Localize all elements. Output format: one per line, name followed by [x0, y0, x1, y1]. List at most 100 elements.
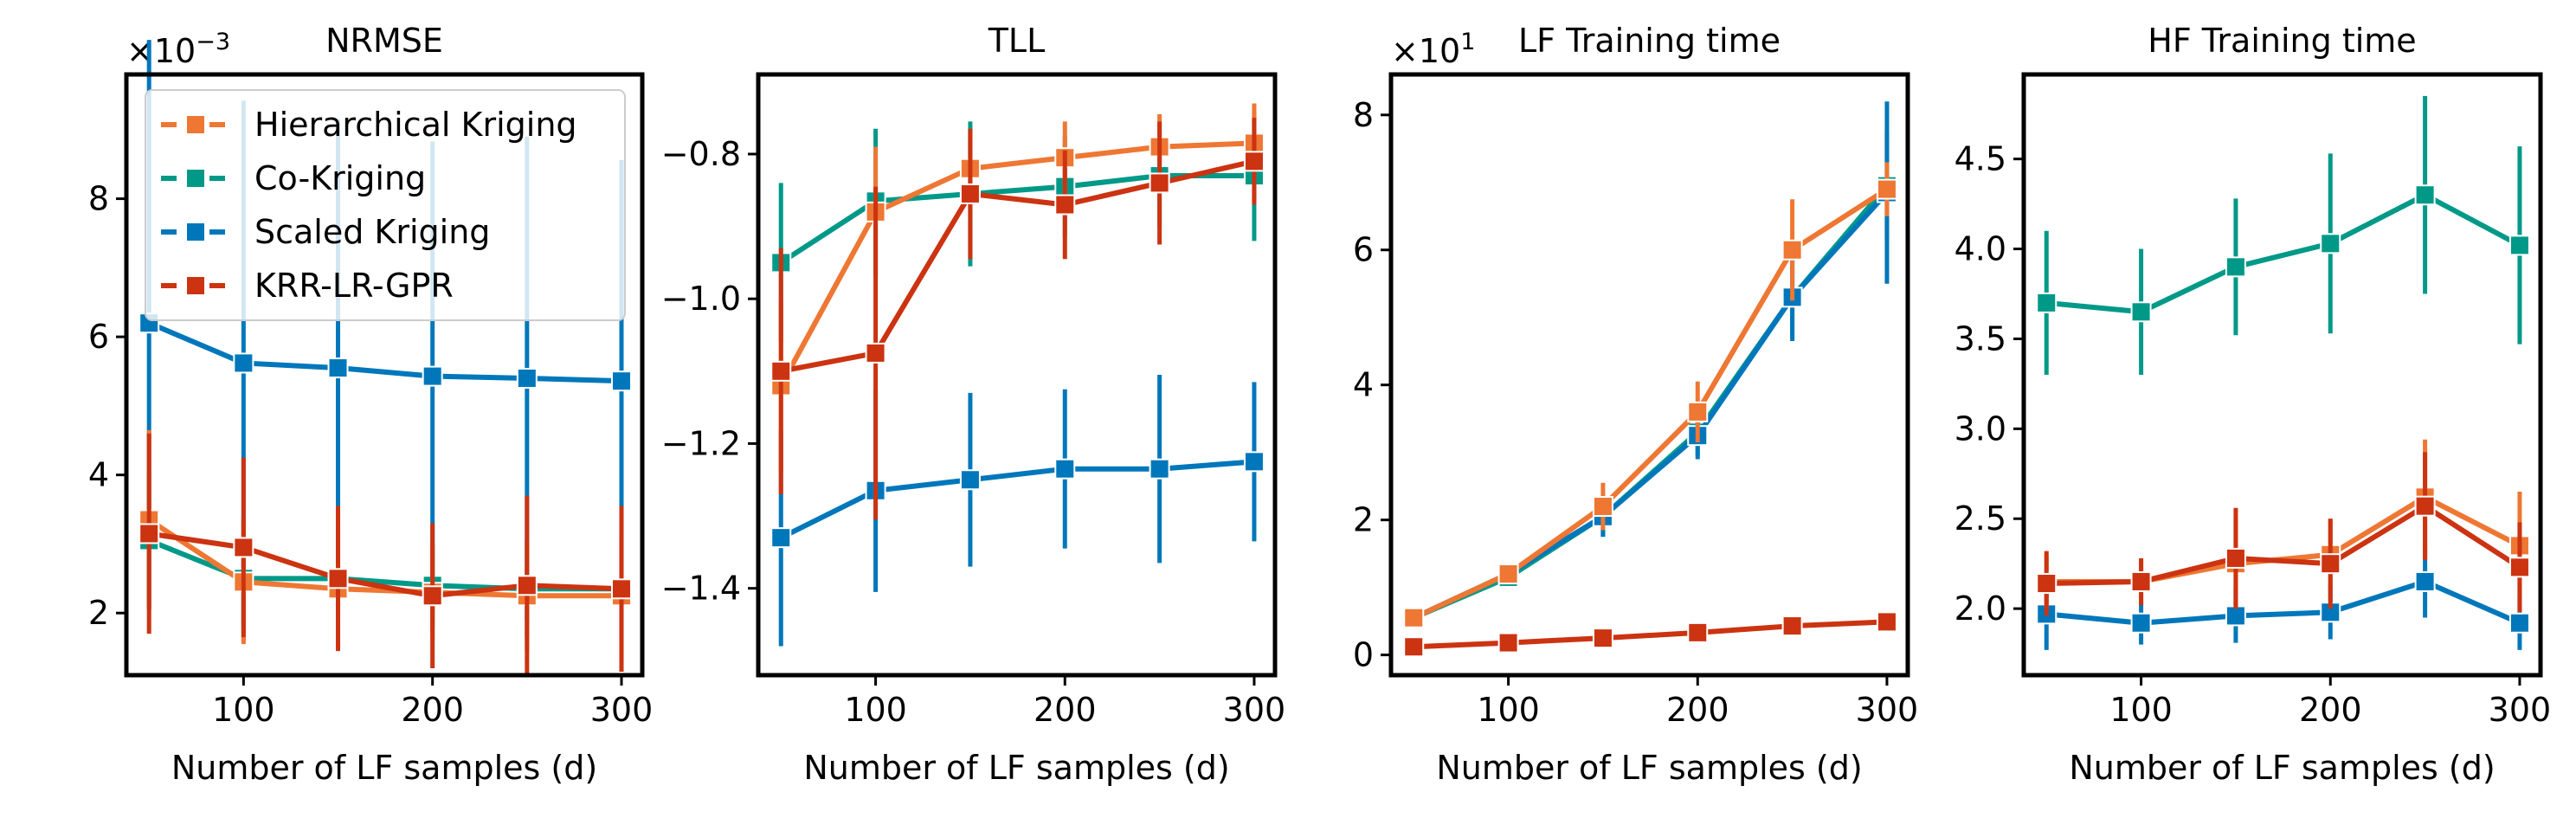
data-point — [1781, 239, 1803, 261]
series-krr-lr-gpr — [2036, 452, 2530, 616]
x-tick-label: 300 — [2489, 691, 2552, 729]
x-axis-label: Number of LF samples (d) — [171, 749, 597, 787]
panel-nrmse: NRMSE ×10−3 100 200 300 2 4 6 8 Number of LF samp… — [88, 22, 653, 787]
data-point — [959, 469, 981, 491]
series-line — [146, 320, 624, 384]
data-point — [2225, 605, 2246, 627]
panel-title: LF Training time — [1518, 22, 1781, 60]
plot-frame — [756, 72, 1278, 678]
y-tick-label: 2 — [88, 594, 109, 632]
y-tick-label: 2 — [1353, 501, 1374, 539]
x-tick-label: 200 — [2299, 691, 2362, 729]
data-point — [959, 183, 981, 204]
data-point — [1054, 458, 1076, 480]
series-scaled-kriging — [2036, 545, 2530, 650]
panel-title: NRMSE — [325, 22, 443, 60]
series-line — [1411, 190, 1890, 621]
series-co-kriging — [2036, 95, 2530, 375]
y-tick-label: 8 — [88, 180, 109, 218]
y-multiplier-base: ×10 — [126, 32, 196, 70]
y-tick-label: 4.0 — [1955, 230, 2006, 268]
series-co-kriging — [1403, 132, 1897, 628]
legend-item-scaled-kriging: Scaled Kriging — [161, 213, 490, 251]
data-point — [2225, 256, 2246, 278]
x-tick-label: 200 — [401, 691, 464, 729]
panel-title: HF Training time — [2148, 22, 2416, 60]
series-scaled-kriging — [1403, 101, 1897, 628]
x-tick-label: 100 — [844, 691, 907, 729]
series-line — [778, 140, 1257, 389]
x-tick-label: 300 — [1856, 691, 1919, 729]
y-tick-label: −0.8 — [661, 135, 741, 173]
series-line — [2044, 503, 2522, 587]
data-point — [1876, 611, 1897, 633]
data-point — [1592, 496, 1613, 518]
legend-box — [145, 89, 626, 321]
data-point — [1149, 172, 1170, 194]
y-tick-label: 4.5 — [1955, 140, 2006, 178]
data-point — [770, 527, 792, 549]
y-multiplier: ×101 — [1391, 29, 1475, 70]
x-tick-label: 200 — [1666, 691, 1729, 729]
y-tick-label: 4 — [1353, 366, 1374, 404]
legend-item-krr-lr-gpr: KRR-LR-GPR — [161, 267, 454, 305]
series-line — [2044, 494, 2522, 584]
y-multiplier-base: ×10 — [1391, 32, 1460, 70]
data-point — [1497, 632, 1519, 654]
data-point — [422, 365, 443, 387]
data-point — [233, 352, 254, 374]
data-point — [516, 575, 538, 596]
legend-swatch-marker — [185, 222, 206, 242]
y-tick-label: 3.0 — [1955, 409, 2006, 448]
series-krr-lr-gpr — [770, 118, 1265, 520]
y-tick-label: −1.4 — [661, 570, 741, 608]
data-point — [1687, 401, 1709, 422]
legend-label: Co-Kriging — [254, 159, 426, 197]
series-line — [1411, 183, 1890, 621]
legend: Hierarchical Kriging Co-Kriging Scaled Kri… — [145, 89, 626, 321]
panel-title: TLL — [988, 22, 1046, 60]
y-tick-label: 3.5 — [1955, 319, 2006, 357]
data-point — [327, 357, 349, 379]
y-tick-label: 4 — [88, 456, 109, 494]
series-line — [146, 531, 624, 599]
data-point — [1149, 458, 1170, 480]
y-tick-label: 8 — [1353, 96, 1374, 134]
x-tick-label: 100 — [1477, 691, 1540, 729]
y-tick-label: 0 — [1353, 636, 1374, 674]
data-point — [2508, 612, 2530, 634]
series-krr-lr-gpr — [1403, 611, 1897, 658]
panel-lf-training-time: LF Training time ×101 100 200 300 0 2 4 6 8 Number… — [1353, 22, 1918, 787]
data-point — [2320, 553, 2341, 575]
series-line — [2044, 192, 2522, 315]
series-line — [1411, 619, 1890, 650]
data-point — [2130, 612, 2152, 634]
legend-swatch-marker — [185, 114, 206, 135]
series-hierarchical-kriging — [1403, 162, 1897, 628]
data-point — [1497, 564, 1519, 585]
series-scaled-kriging — [770, 375, 1265, 647]
data-point — [2508, 557, 2530, 578]
x-axis-label: Number of LF samples (d) — [803, 749, 1229, 787]
data-point — [2036, 573, 2058, 595]
data-point — [1592, 628, 1613, 649]
legend-label: KRR-LR-GPR — [254, 267, 454, 305]
y-multiplier-exponent: −3 — [196, 29, 230, 55]
y-tick-label: 6 — [88, 318, 109, 356]
legend-swatch-marker — [185, 168, 206, 189]
data-point — [1781, 615, 1803, 637]
data-point — [1054, 194, 1076, 216]
series-krr-lr-gpr — [138, 433, 632, 675]
data-point — [233, 537, 254, 558]
series-hierarchical-kriging — [770, 103, 1265, 473]
y-tick-label: 2.0 — [1955, 589, 2006, 628]
series-line — [1411, 186, 1890, 621]
data-point — [2414, 570, 2436, 592]
series-line — [778, 459, 1257, 541]
data-point — [2414, 495, 2436, 517]
data-point — [610, 578, 632, 600]
y-tick-label: 2.5 — [1955, 499, 2006, 538]
data-point — [1876, 178, 1897, 200]
